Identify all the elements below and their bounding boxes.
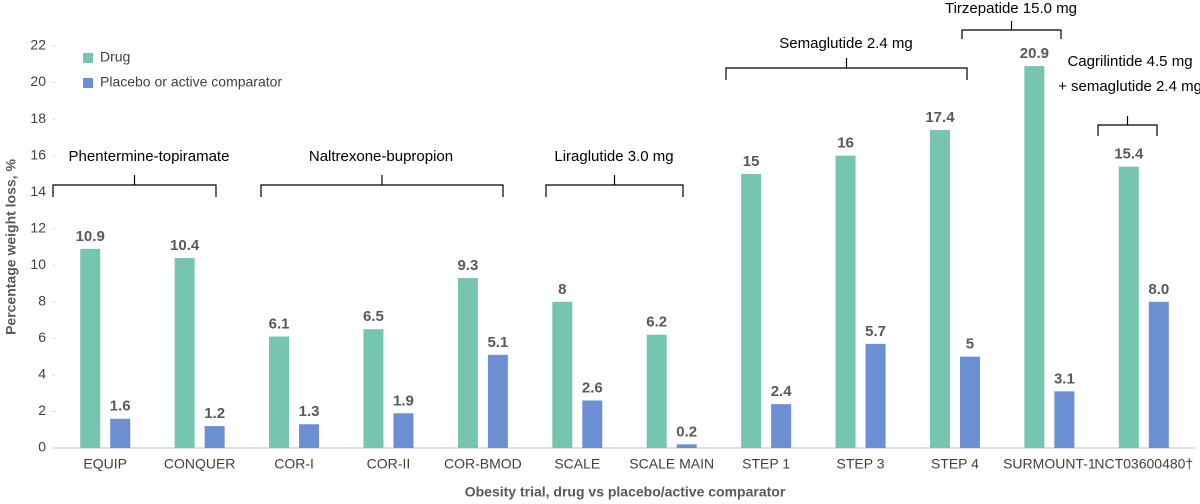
data-label: 5.1 <box>487 334 508 351</box>
annotation: Semaglutide 2.4 mg <box>779 35 912 52</box>
y-tick-label: 14 <box>30 183 46 199</box>
bar <box>552 301 573 448</box>
x-tick-label: NCT03600480† <box>1094 456 1193 472</box>
data-label: 6.1 <box>269 316 290 333</box>
bar <box>1024 66 1045 448</box>
bar <box>959 356 980 448</box>
bar <box>771 404 792 448</box>
bracket <box>52 175 217 197</box>
bar <box>269 336 290 448</box>
data-label: 6.5 <box>363 308 384 325</box>
bar <box>299 424 320 448</box>
data-label: 3.1 <box>1054 370 1075 387</box>
annotation: Tirzepatide 15.0 mg <box>945 0 1077 17</box>
y-tick-label: 18 <box>30 110 46 126</box>
y-tick-label: 22 <box>30 37 46 53</box>
annotation: Liraglutide 3.0 mg <box>554 148 673 165</box>
bar <box>204 426 225 448</box>
bar <box>393 413 414 448</box>
x-tick-label: STEP 4 <box>931 456 979 472</box>
data-label: 2.4 <box>771 383 793 400</box>
bar <box>487 354 508 448</box>
data-label: 2.6 <box>582 379 603 396</box>
data-label: 1.6 <box>110 398 131 415</box>
bracket <box>545 175 684 197</box>
data-label: 0.2 <box>676 423 697 440</box>
bar <box>835 155 856 449</box>
y-tick-label: 0 <box>38 439 46 455</box>
annotation: Phentermine-topiramate <box>69 148 230 165</box>
x-tick-label: STEP 1 <box>742 456 790 472</box>
bar <box>80 248 101 448</box>
bar <box>1148 301 1169 448</box>
data-label: 8.0 <box>1148 281 1169 298</box>
y-tick-label: 10 <box>30 256 46 272</box>
x-tick-label: SURMOUNT-1 <box>1003 456 1096 472</box>
bracket <box>961 21 1062 39</box>
y-tick-label: 12 <box>30 219 46 235</box>
bar <box>865 343 886 448</box>
x-tick-label: COR-BMOD <box>444 456 522 472</box>
annotation: Naltrexone-bupropion <box>309 148 453 165</box>
data-label: 10.4 <box>170 237 200 254</box>
annotation: Cagrilintide 4.5 mg <box>1067 53 1192 70</box>
bar <box>582 400 603 448</box>
data-label: 1.3 <box>299 403 320 420</box>
data-label: 5.7 <box>865 323 886 340</box>
legend-label: Placebo or active comparator <box>100 74 282 90</box>
data-label: 1.9 <box>393 392 414 409</box>
x-axis-title: Obesity trial, drug vs placebo/active co… <box>465 484 786 500</box>
y-tick-label: 6 <box>38 329 46 345</box>
data-label: 20.9 <box>1020 45 1049 62</box>
bar <box>363 329 384 448</box>
x-tick-label: COR-I <box>274 456 314 472</box>
y-tick-label: 8 <box>38 293 46 309</box>
data-label: 9.3 <box>457 257 478 274</box>
bracket <box>1097 116 1158 136</box>
data-label: 15.4 <box>1114 146 1144 163</box>
x-tick-label: SCALE <box>554 456 600 472</box>
bar <box>1054 391 1075 448</box>
bar <box>676 444 697 448</box>
bracket <box>725 58 968 80</box>
bar <box>174 257 195 448</box>
legend-swatch <box>83 78 93 88</box>
x-tick-label: SCALE MAIN <box>629 456 714 472</box>
annotation: + semaglutide 2.4 mg <box>1058 78 1200 95</box>
bar <box>646 334 667 448</box>
bar <box>929 130 950 448</box>
data-label: 1.2 <box>204 405 225 422</box>
x-tick-label: CONQUER <box>164 456 236 472</box>
y-tick-label: 2 <box>38 402 46 418</box>
y-axis-title: Percentage weight loss, % <box>3 159 19 335</box>
bar <box>110 418 131 448</box>
x-tick-label: COR-II <box>367 456 411 472</box>
data-label: 15 <box>743 153 760 170</box>
bracket <box>260 175 504 197</box>
x-tick-label: EQUIP <box>83 456 127 472</box>
data-label: 16 <box>837 135 854 152</box>
bar <box>741 173 762 448</box>
bar <box>1118 166 1139 448</box>
x-tick-label: STEP 3 <box>837 456 885 472</box>
data-label: 17.4 <box>925 109 955 126</box>
y-tick-label: 4 <box>38 366 46 382</box>
data-label: 8 <box>558 281 566 298</box>
bar <box>457 278 478 448</box>
y-tick-label: 16 <box>30 146 46 162</box>
y-tick-label: 20 <box>30 73 46 89</box>
legend-label: Drug <box>100 49 130 65</box>
data-label: 5 <box>966 336 974 353</box>
legend-swatch <box>83 53 93 63</box>
data-label: 10.9 <box>76 228 105 245</box>
data-label: 6.2 <box>646 314 667 331</box>
